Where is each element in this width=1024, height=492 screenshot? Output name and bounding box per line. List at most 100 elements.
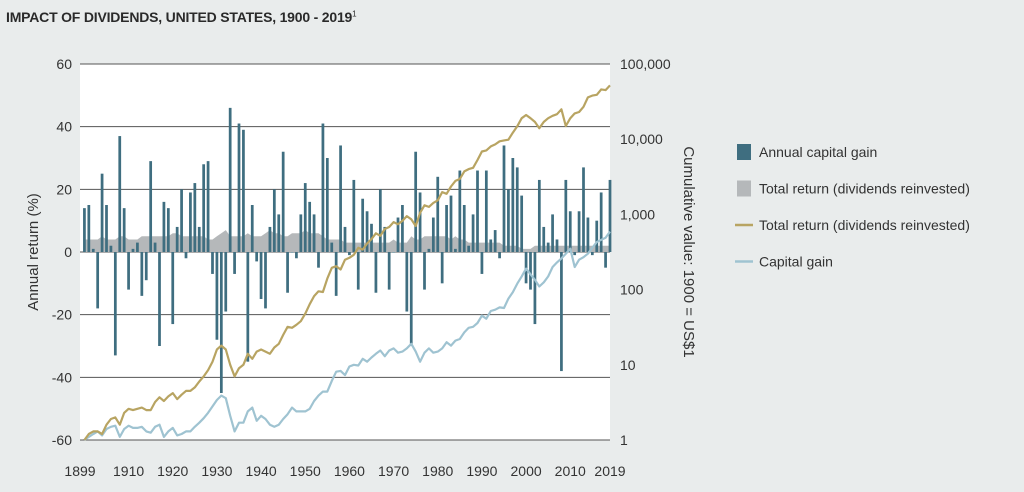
capital-gain-bar-1933	[228, 107, 232, 253]
capital-gain-bar-1972	[401, 205, 404, 252]
capital-gain-bar-2011	[573, 252, 577, 256]
capital-gain-bar-1966	[374, 252, 378, 293]
capital-gain-bar-1963	[361, 198, 365, 252]
right-tick-label-3: 100	[620, 282, 644, 298]
capital-gain-bar-1945	[281, 151, 285, 252]
capital-gain-bar-1946	[286, 252, 289, 293]
capital-gain-bar-1994	[498, 252, 501, 259]
capital-gain-bar-1974	[409, 252, 413, 346]
capital-gain-bar-2008	[560, 252, 563, 372]
capital-gain-bar-1968	[383, 226, 387, 252]
capital-gain-bar-1912	[136, 242, 139, 252]
capital-gain-bar-2004	[542, 226, 546, 252]
chart-title-text: IMPACT OF DIVIDENDS, UNITED STATES, 1900…	[6, 9, 353, 25]
capital-gain-bar-1959	[343, 226, 347, 252]
left-tick-label-2: 20	[56, 181, 72, 197]
x-tick-label-9: 1990	[466, 463, 497, 479]
right-tick-label-4: 10	[620, 357, 636, 373]
x-tick-label-8: 1980	[422, 463, 453, 479]
capital-gain-bar-2007	[555, 239, 559, 252]
capital-gain-bar-2001	[529, 252, 532, 290]
capital-gain-bar-1998	[515, 167, 519, 252]
capital-gain-bar-1999	[520, 195, 524, 252]
capital-gain-bar-2014	[586, 217, 590, 252]
capital-gain-bar-1986	[462, 205, 466, 252]
capital-gain-bar-1918	[162, 201, 166, 252]
capital-gain-bar-1997	[511, 158, 515, 252]
capital-gain-bar-1937	[246, 252, 250, 362]
capital-gain-bar-1922	[180, 189, 183, 252]
capital-gain-bar-1916	[153, 242, 157, 252]
capital-gain-bar-1929	[211, 252, 214, 274]
capital-gain-bar-2013	[582, 167, 585, 252]
capital-gain-bar-1914	[144, 252, 148, 281]
capital-gain-bar-1949	[299, 214, 303, 252]
x-tick-label-7: 1970	[378, 463, 409, 479]
capital-gain-bar-1961	[352, 179, 356, 252]
x-tick-label-11: 2010	[555, 463, 586, 479]
capital-gain-bar-1911	[131, 248, 135, 252]
capital-gain-bar-1996	[507, 189, 510, 252]
capital-gain-bar-1984	[454, 248, 457, 252]
capital-gain-bar-1964	[365, 211, 369, 252]
left-tick-label-0: 60	[56, 56, 72, 72]
capital-gain-bars	[83, 107, 612, 393]
capital-gain-bar-1962	[356, 252, 360, 290]
capital-gain-bar-1955	[325, 158, 329, 252]
y-axis-left-label: Annual return (%)	[25, 193, 42, 311]
capital-gain-bar-1920	[171, 252, 175, 325]
legend-swatch-area	[737, 180, 751, 197]
left-tick-label-5: -40	[52, 369, 72, 385]
capital-gain-bar-1943	[272, 189, 276, 252]
capital-gain-bar-1980	[436, 176, 440, 252]
capital-gain-bar-1957	[334, 252, 338, 296]
capital-gain-bar-2012	[577, 211, 581, 252]
capital-gain-bar-1985	[458, 170, 462, 252]
capital-gain-bar-2016	[595, 220, 599, 252]
capital-gain-bar-1928	[206, 161, 210, 252]
capital-gain-bar-1901	[87, 205, 91, 252]
capital-gain-bar-1952	[312, 214, 316, 252]
capital-gain-bar-1971	[396, 217, 400, 252]
capital-gain-bar-1910	[127, 252, 130, 290]
legend-label-0: Annual capital gain	[759, 144, 877, 160]
capital-gain-line	[83, 230, 611, 441]
left-tick-label-4: -20	[52, 307, 72, 323]
capital-gain-bar-1938	[250, 205, 254, 252]
left-tick-label-1: 40	[56, 119, 72, 135]
x-tick-label-4: 1940	[246, 463, 277, 479]
capital-gain-bar-1902	[91, 248, 95, 252]
capital-gain-bar-1907	[113, 252, 117, 356]
capital-gain-bar-2015	[590, 252, 594, 256]
capital-gain-bar-1900	[83, 208, 86, 252]
capital-gain-bar-1919	[166, 208, 170, 252]
x-tick-label-5: 1950	[290, 463, 321, 479]
x-tick-label-3: 1930	[201, 463, 232, 479]
capital-gain-bar-1956	[330, 242, 334, 252]
legend-label-3: Capital gain	[759, 254, 833, 270]
capital-gain-bar-2002	[533, 252, 537, 325]
legend-swatch-bar	[737, 144, 751, 160]
title-footnote-marker: 1	[352, 9, 357, 19]
capital-gain-bar-1923	[184, 252, 188, 259]
capital-gain-bar-1958	[339, 145, 342, 252]
capital-gain-bar-1925	[193, 183, 197, 252]
legend: Annual capital gain Total return (dividen…	[735, 144, 970, 270]
cumulative-lines	[83, 84, 611, 441]
capital-gain-bar-1935	[237, 123, 241, 252]
capital-gain-bar-1927	[202, 164, 206, 252]
capital-gain-bar-1917	[158, 252, 161, 346]
legend-label-1: Total return (dividends reinvested)	[759, 181, 970, 197]
total-return-line	[83, 84, 611, 441]
capital-gain-bar-2010	[568, 211, 572, 252]
x-tick-label-6: 1960	[334, 463, 365, 479]
capital-gain-bar-1970	[392, 252, 395, 253]
y-axis-right-label: Cumulative value: 1900 = US$1	[680, 146, 697, 357]
x-tick-label-0: 1899	[64, 463, 95, 479]
capital-gain-bar-1992	[489, 239, 493, 252]
capital-gain-bar-1940	[259, 252, 263, 299]
right-tick-label-0: 100,000	[620, 56, 671, 72]
capital-gain-bar-1990	[480, 252, 484, 274]
capital-gain-bar-1903	[96, 252, 100, 309]
